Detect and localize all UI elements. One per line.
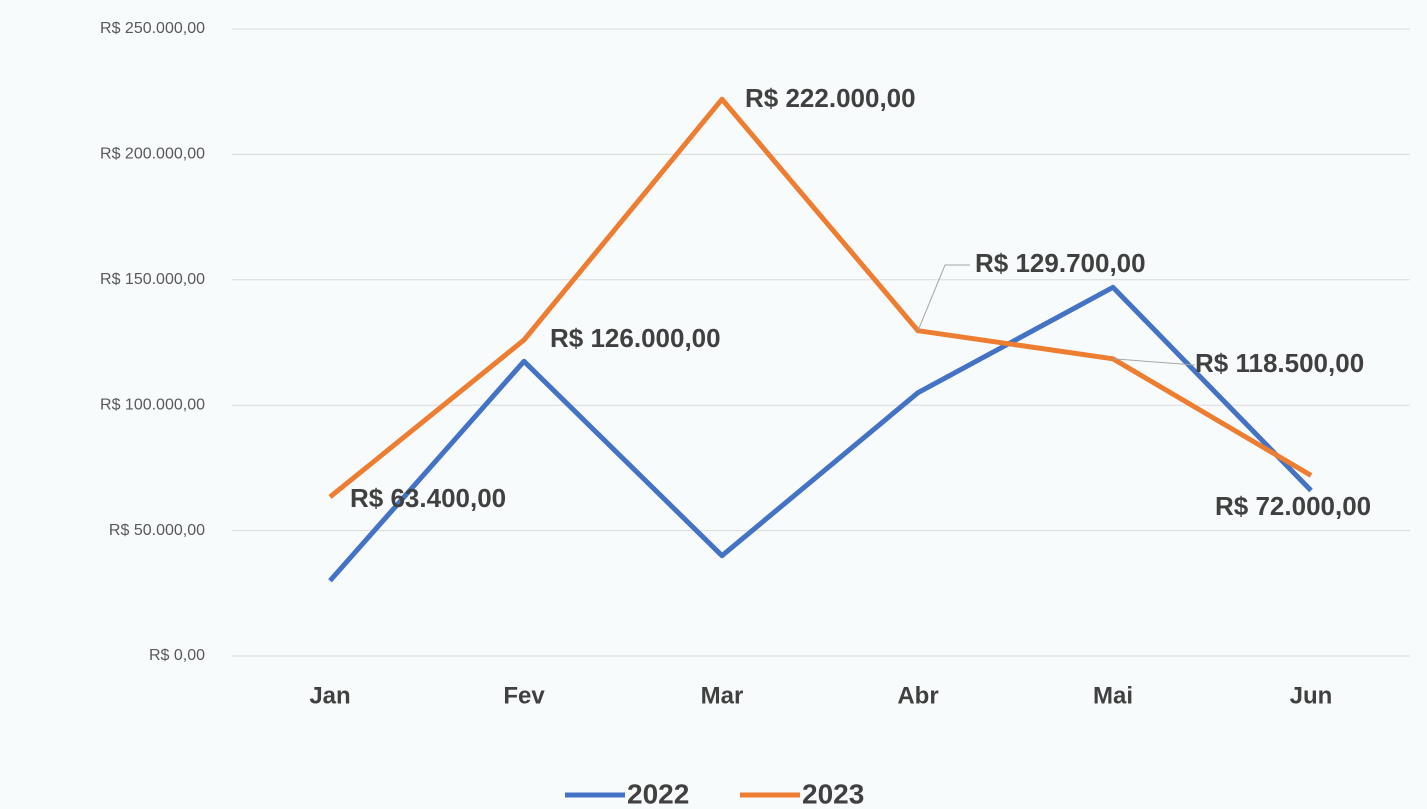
legend-label: 2023: [802, 778, 864, 809]
series-line: [328, 96, 1313, 499]
x-tick-label: Fev: [503, 682, 545, 709]
data-label: R$ 126.000,00: [550, 323, 721, 353]
y-tick-label: R$ 200.000,00: [100, 146, 205, 163]
y-tick-label: R$ 250.000,00: [100, 20, 205, 37]
y-tick-label: R$ 100.000,00: [100, 396, 205, 413]
data-label: R$ 118.500,00: [1195, 348, 1364, 378]
x-tick-label: Abr: [897, 682, 938, 709]
data-label: R$ 222.000,00: [745, 83, 916, 113]
x-tick-label: Jan: [309, 682, 350, 709]
y-tick-label: R$ 0,00: [149, 647, 205, 664]
leader-line: [917, 264, 970, 331]
data-label: R$ 63.400,00: [350, 483, 506, 513]
leader-line: [1112, 358, 1196, 366]
y-tick-label: R$ 50.000,00: [109, 522, 205, 539]
data-label: R$ 72.000,00: [1215, 491, 1371, 521]
legend-label: 2022: [627, 778, 689, 809]
x-tick-label: Mar: [701, 682, 744, 709]
data-label: R$ 129.700,00: [975, 248, 1146, 278]
x-tick-label: Jun: [1290, 682, 1333, 709]
series-line: [328, 284, 1313, 583]
y-tick-label: R$ 150.000,00: [100, 271, 205, 288]
x-tick-label: Mai: [1093, 682, 1133, 709]
